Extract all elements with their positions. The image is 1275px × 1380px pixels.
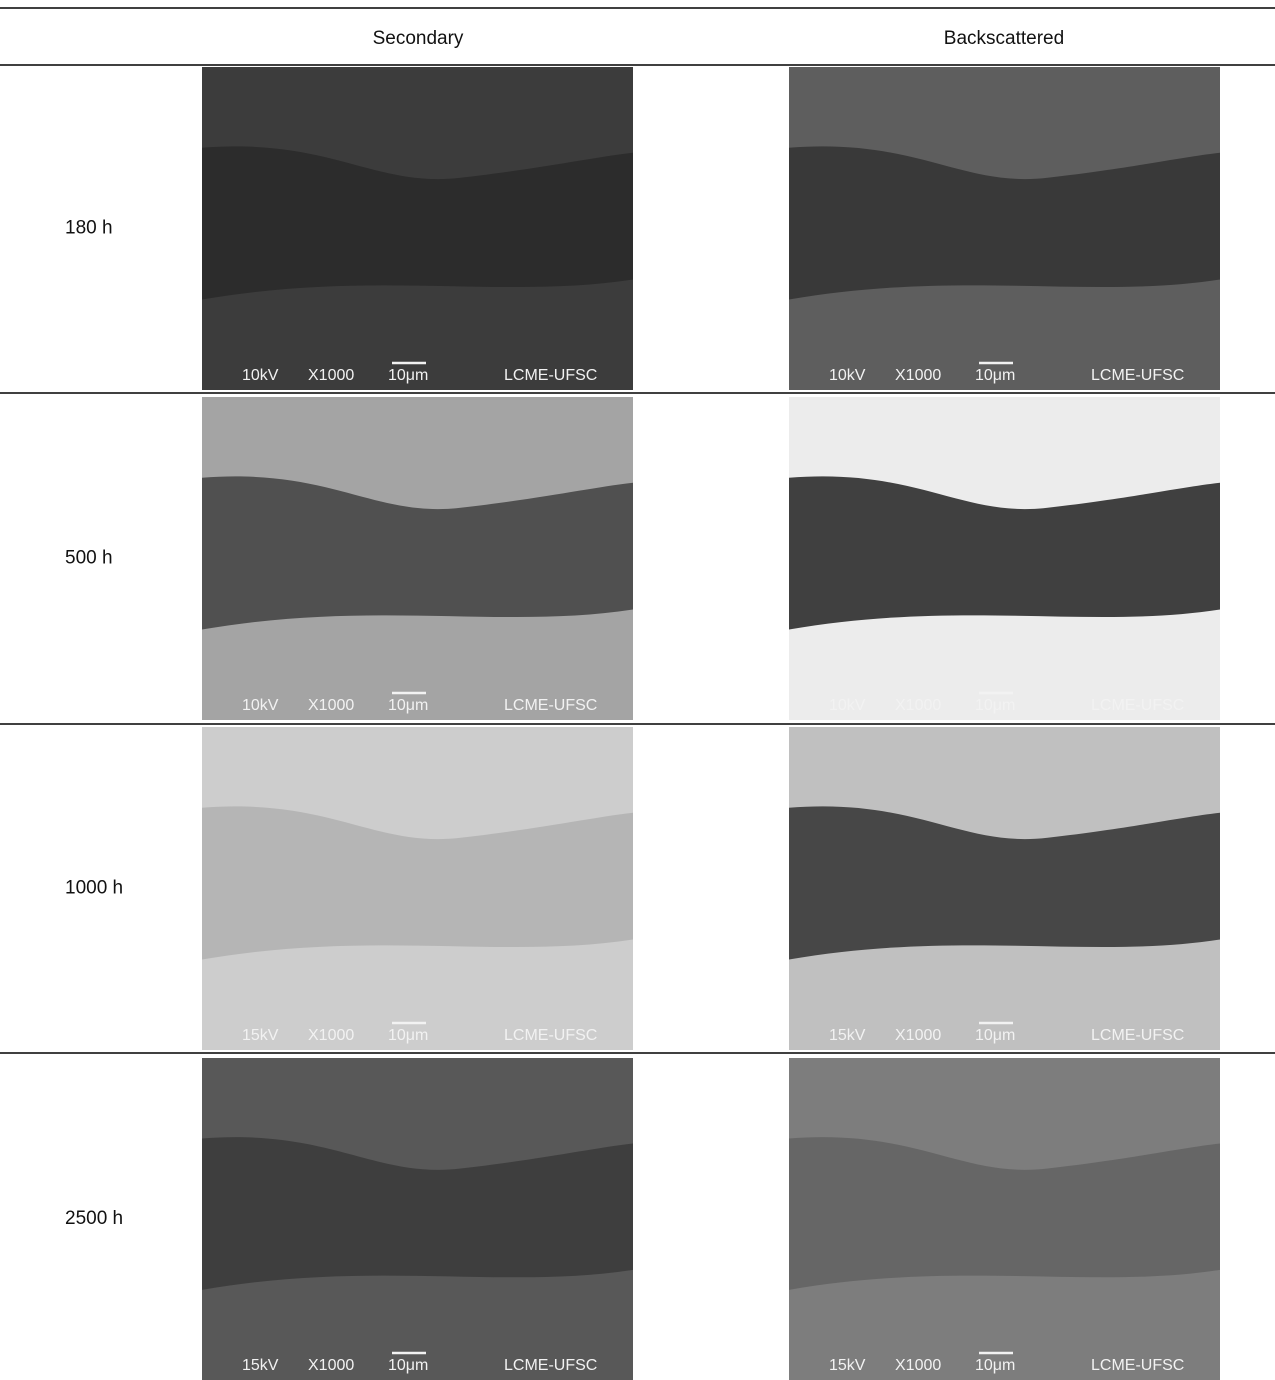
image-voltage: 15kV bbox=[242, 1027, 279, 1044]
image-magnification: X1000 bbox=[308, 367, 354, 384]
sem-image: 15kV X1000 10μm LCME-UFSC bbox=[202, 1058, 633, 1380]
image-voltage: 10kV bbox=[242, 697, 279, 714]
sem-image: 10kV X1000 10μm LCME-UFSC bbox=[202, 67, 633, 390]
image-feature bbox=[789, 476, 1220, 630]
image-scale: 10μm bbox=[388, 1027, 428, 1044]
image-voltage: 10kV bbox=[242, 367, 279, 384]
image-feature bbox=[202, 806, 633, 960]
image-lab: LCME-UFSC bbox=[1091, 1027, 1184, 1044]
image-feature bbox=[202, 1137, 633, 1290]
image-magnification: X1000 bbox=[308, 1357, 354, 1374]
image-scale: 10μm bbox=[388, 697, 428, 714]
sem-image: 15kV X1000 10μm LCME-UFSC bbox=[789, 727, 1220, 1050]
row-label: 180 h bbox=[65, 218, 113, 239]
sem-image: 15kV X1000 10μm LCME-UFSC bbox=[202, 727, 633, 1050]
image-scale: 10μm bbox=[975, 1357, 1015, 1374]
image-voltage: 15kV bbox=[829, 1027, 866, 1044]
image-magnification: X1000 bbox=[895, 367, 941, 384]
column-header: Backscattered bbox=[944, 28, 1064, 49]
sem-image: 10kV X1000 10μm LCME-UFSC bbox=[202, 397, 633, 720]
image-scale: 10μm bbox=[975, 367, 1015, 384]
image-lab: LCME-UFSC bbox=[504, 697, 597, 714]
sem-image: 10kV X1000 10μm LCME-UFSC bbox=[789, 397, 1220, 720]
image-lab: LCME-UFSC bbox=[1091, 367, 1184, 384]
image-voltage: 15kV bbox=[829, 1357, 866, 1374]
row-label: 500 h bbox=[65, 548, 113, 569]
sem-image: 10kV X1000 10μm LCME-UFSC bbox=[789, 67, 1220, 390]
image-feature bbox=[202, 146, 633, 300]
image-scale: 10μm bbox=[975, 697, 1015, 714]
image-feature bbox=[202, 476, 633, 630]
image-lab: LCME-UFSC bbox=[504, 1027, 597, 1044]
row-label: 2500 h bbox=[65, 1208, 123, 1229]
image-magnification: X1000 bbox=[308, 697, 354, 714]
image-feature bbox=[789, 806, 1220, 960]
column-header: Secondary bbox=[373, 28, 464, 49]
image-scale: 10μm bbox=[388, 1357, 428, 1374]
image-voltage: 10kV bbox=[829, 367, 866, 384]
image-feature bbox=[789, 146, 1220, 300]
image-lab: LCME-UFSC bbox=[1091, 1357, 1184, 1374]
sem-image: 15kV X1000 10μm LCME-UFSC bbox=[789, 1058, 1220, 1380]
image-scale: 10μm bbox=[975, 1027, 1015, 1044]
image-magnification: X1000 bbox=[895, 1027, 941, 1044]
row-label: 1000 h bbox=[65, 878, 123, 899]
image-magnification: X1000 bbox=[308, 1027, 354, 1044]
image-feature bbox=[789, 1137, 1220, 1290]
image-scale: 10μm bbox=[388, 367, 428, 384]
image-lab: LCME-UFSC bbox=[504, 1357, 597, 1374]
image-voltage: 15kV bbox=[242, 1357, 279, 1374]
image-lab: LCME-UFSC bbox=[504, 367, 597, 384]
image-lab: LCME-UFSC bbox=[1091, 697, 1184, 714]
image-voltage: 10kV bbox=[829, 697, 866, 714]
image-magnification: X1000 bbox=[895, 1357, 941, 1374]
image-magnification: X1000 bbox=[895, 697, 941, 714]
